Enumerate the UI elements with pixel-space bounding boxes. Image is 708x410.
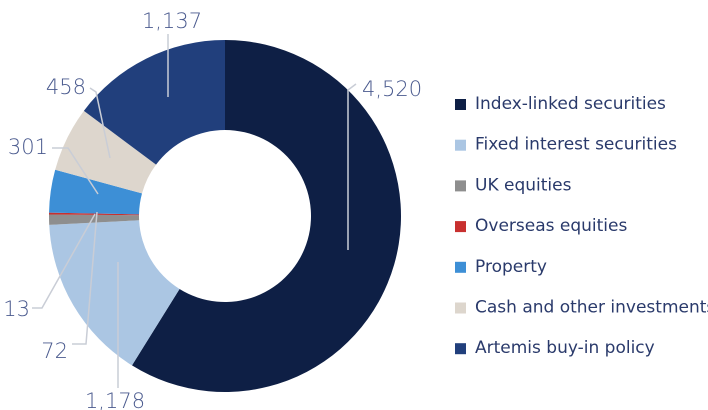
donut-slice — [131, 40, 401, 392]
legend-label: Overseas equities — [475, 216, 627, 236]
legend-swatch — [455, 221, 466, 233]
legend-swatch — [455, 180, 466, 192]
donut-slice — [48, 214, 140, 225]
donut-slice — [49, 169, 143, 215]
leader-line — [89, 87, 111, 159]
donut-slice — [49, 220, 180, 366]
legend-label: Fixed interest securities — [475, 135, 677, 155]
legend-swatch — [455, 302, 466, 314]
leader-line — [72, 211, 98, 345]
legend-label: Cash and other investments — [475, 298, 708, 318]
value-label: 72 — [41, 339, 68, 363]
legend-label: UK equities — [475, 175, 572, 195]
leader-line — [52, 147, 99, 195]
legend-swatch — [455, 343, 466, 355]
donut-slice — [49, 212, 140, 216]
legend-swatch — [455, 99, 466, 110]
value-label: 1,137 — [142, 9, 202, 33]
legend-swatch — [455, 139, 466, 151]
leader-line — [32, 213, 96, 309]
value-label: 1,178 — [85, 389, 145, 410]
legend-label: Property — [475, 257, 547, 277]
leader-line — [347, 83, 357, 250]
legend-label: Artemis buy-in policy — [475, 338, 655, 358]
donut-slice — [55, 110, 157, 194]
value-label: 301 — [8, 135, 48, 159]
legend-label: Index-linked securities — [475, 94, 666, 114]
value-label: 458 — [46, 75, 86, 99]
legend-swatch — [455, 261, 466, 273]
donut-slice — [83, 40, 225, 165]
value-label: 13 — [3, 297, 30, 321]
value-label: 4,520 — [362, 77, 422, 101]
